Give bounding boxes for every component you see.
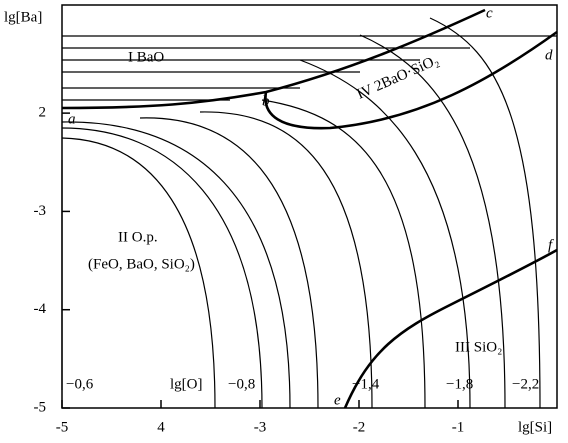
isoline-label: −2,2 — [512, 376, 539, 392]
point-label: a — [68, 111, 76, 127]
y-tick-label: -5 — [34, 399, 47, 415]
x-tick-label: -3 — [254, 419, 267, 435]
x-axis-label: lg[Si] — [518, 419, 552, 435]
boundary — [61, 8, 486, 110]
region-label: I BaO — [128, 49, 164, 65]
y-tick-label: 2 — [39, 105, 47, 121]
isolines — [61, 17, 557, 409]
isoline-label: −0,8 — [228, 376, 255, 392]
boundaries — [61, 8, 558, 409]
isoline — [429, 17, 541, 409]
isoline-label: −0,6 — [66, 376, 94, 392]
isoline — [299, 59, 471, 409]
isoline — [199, 111, 373, 409]
point-label: e — [334, 392, 341, 408]
point-label: b — [262, 93, 270, 109]
isoline — [61, 121, 291, 409]
isoline-title: lg[O] — [170, 376, 203, 392]
isoline-label: −1,4 — [352, 376, 380, 392]
isoline — [61, 137, 216, 409]
x-tick-label: -1 — [452, 419, 465, 435]
boundary — [343, 248, 558, 409]
isoline — [61, 127, 263, 409]
region-label: II O.p. — [118, 229, 158, 245]
x-tick-label: 4 — [157, 419, 165, 435]
y-axis-label: lg[Ba] — [4, 9, 42, 25]
isoline — [261, 99, 426, 409]
point-label: f — [548, 237, 554, 253]
point-label: d — [545, 47, 553, 63]
isoline-label: −1,8 — [446, 376, 473, 392]
plot-frame — [61, 4, 558, 409]
isoline — [139, 117, 319, 409]
x-tick-label: -5 — [56, 419, 69, 435]
region-label: (FeO, BaO, SiO₂) — [88, 256, 195, 272]
y-tick-label: -4 — [34, 301, 47, 317]
region-label: III SiO₂ — [455, 339, 502, 355]
x-tick-label: -2 — [353, 419, 366, 435]
point-label: c — [486, 5, 493, 21]
isoline — [359, 34, 506, 409]
boundary — [264, 30, 558, 130]
y-tick-label: -3 — [34, 203, 47, 219]
